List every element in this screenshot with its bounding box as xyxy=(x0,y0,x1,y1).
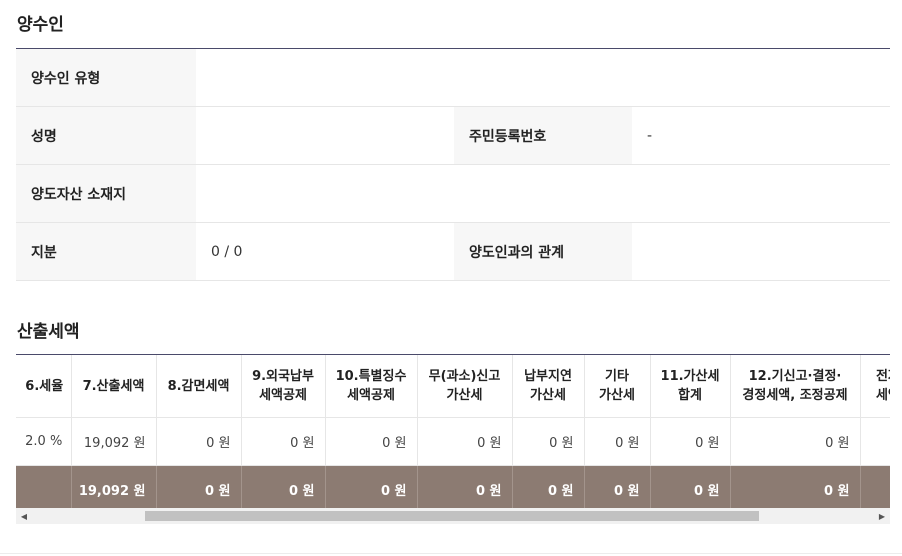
cell-previous-declared-tax: 0 원 xyxy=(730,417,861,466)
cell-foreign-tax-credit: 0 원 xyxy=(241,417,326,466)
scroll-left-icon[interactable]: ◀ xyxy=(20,511,28,521)
header-foreign-tax-credit: 9.외국납부 세액공제 xyxy=(241,355,326,418)
total-penalty-total: 0 원 xyxy=(650,465,731,509)
total-computed-tax: 19,092 원 xyxy=(71,465,157,509)
relation-label: 양도인과의 관계 xyxy=(454,223,632,280)
table-row: 2.0 % 19,092 원 0 원 0 원 0 원 0 원 0 원 0 원 0… xyxy=(16,417,890,466)
cell-tax-rate: 2.0 % xyxy=(16,417,72,466)
header-tax-rate: 6.세율 xyxy=(16,355,72,418)
info-row-share: 지분 0 / 0 양도인과의 관계 xyxy=(16,223,890,281)
scrollbar-thumb[interactable] xyxy=(145,511,759,521)
total-tax-rate xyxy=(16,465,72,509)
rrn-value: - xyxy=(632,107,890,164)
header-late-payment-penalty: 납부지연 가산세 xyxy=(512,355,585,418)
total-underreport-penalty: 0 원 xyxy=(417,465,513,509)
type-value xyxy=(196,49,890,106)
transferee-section-title: 양수인 xyxy=(17,15,64,35)
header-computed-tax: 7.산출세액 xyxy=(71,355,157,418)
header-special-withholding-credit: 10.특별징수 세액공제 xyxy=(325,355,418,418)
share-value: 0 / 0 xyxy=(196,223,454,280)
type-label: 양수인 유형 xyxy=(16,49,196,106)
divider xyxy=(0,553,902,554)
cell-special-withholding-credit: 0 원 xyxy=(325,417,418,466)
header-other-penalty: 기타 가산세 xyxy=(584,355,651,418)
name-value xyxy=(196,107,454,164)
total-row: 19,092 원 0 원 0 원 0 원 0 원 0 원 0 원 0 원 0 원 xyxy=(16,465,890,509)
total-late-payment-penalty: 0 원 xyxy=(512,465,585,509)
scroll-right-icon[interactable]: ▶ xyxy=(878,511,886,521)
info-row-location: 양도자산 소재지 xyxy=(16,165,890,223)
tax-table-scroll-area[interactable]: 6.세율 7.산출세액 8.감면세액 9.외국납부 세액공제 10.특별징수 세액공… xyxy=(16,354,890,509)
total-electronic-tax xyxy=(860,465,890,509)
header-electronic-tax: 전자세액 xyxy=(860,355,890,418)
tax-section-title: 산출세액 xyxy=(17,322,80,342)
rrn-label: 주민등록번호 xyxy=(454,107,632,164)
total-reduction-tax: 0 원 xyxy=(156,465,242,509)
info-row-type: 양수인 유형 xyxy=(16,49,890,107)
transferee-info-table: 양수인 유형 성명 주민등록번호 - 양도자산 소재지 지분 0 / 0 양도인… xyxy=(16,48,890,281)
cell-late-payment-penalty: 0 원 xyxy=(512,417,585,466)
name-label: 성명 xyxy=(16,107,196,164)
relation-value xyxy=(632,223,890,280)
cell-penalty-total: 0 원 xyxy=(650,417,731,466)
cell-computed-tax: 19,092 원 xyxy=(71,417,157,466)
cell-underreport-penalty: 0 원 xyxy=(417,417,513,466)
header-reduction-tax: 8.감면세액 xyxy=(156,355,242,418)
cell-electronic-tax xyxy=(860,417,890,466)
header-previous-declared-tax: 12.기신고·결정· 경정세액, 조정공제 xyxy=(730,355,861,418)
total-other-penalty: 0 원 xyxy=(584,465,651,509)
horizontal-scrollbar[interactable]: ◀ ▶ xyxy=(16,508,890,524)
cell-other-penalty: 0 원 xyxy=(584,417,651,466)
share-label: 지분 xyxy=(16,223,196,280)
header-underreport-penalty: 무(과소)신고 가산세 xyxy=(417,355,513,418)
info-row-name: 성명 주민등록번호 - xyxy=(16,107,890,165)
total-foreign-tax-credit: 0 원 xyxy=(241,465,326,509)
location-label: 양도자산 소재지 xyxy=(16,165,196,222)
location-value xyxy=(196,165,890,222)
tax-table: 6.세율 7.산출세액 8.감면세액 9.외국납부 세액공제 10.특별징수 세액공… xyxy=(16,355,890,509)
cell-reduction-tax: 0 원 xyxy=(156,417,242,466)
tax-header-row: 6.세율 7.산출세액 8.감면세액 9.외국납부 세액공제 10.특별징수 세액공… xyxy=(16,355,890,418)
header-penalty-total: 11.가산세 합계 xyxy=(650,355,731,418)
total-special-withholding-credit: 0 원 xyxy=(325,465,418,509)
total-previous-declared-tax: 0 원 xyxy=(730,465,861,509)
